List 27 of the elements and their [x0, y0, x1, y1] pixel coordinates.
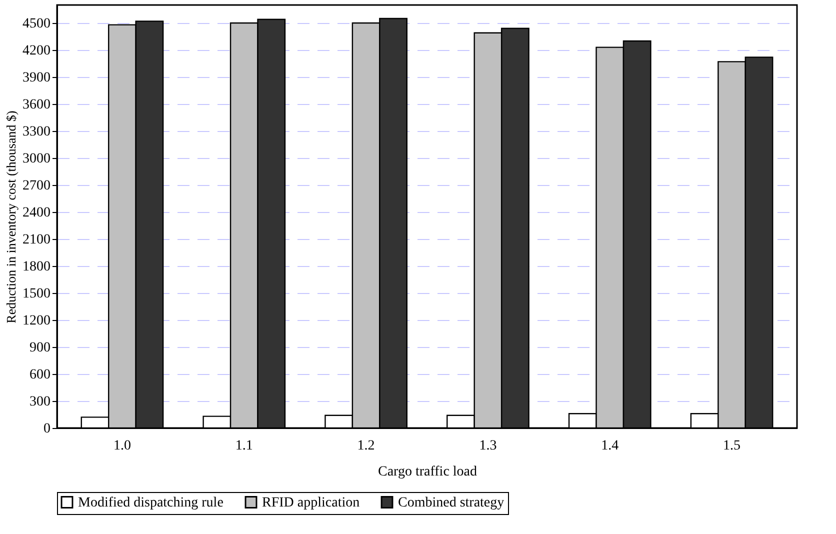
y-tick-label: 4200 — [22, 44, 50, 58]
legend-label: RFID application — [262, 495, 360, 510]
y-tick-label: 1500 — [22, 286, 50, 302]
y-tick-label: 300 — [30, 394, 50, 410]
y-tick-label: 2400 — [22, 206, 50, 220]
y-tick-label: 0 — [44, 422, 50, 436]
y-axis-title: Reduction in inventory cost (thousand $) — [4, 110, 18, 324]
x-tick-label: 1.1 — [235, 438, 253, 454]
x-tick-label: 1.4 — [601, 438, 619, 454]
y-tick-label: 3300 — [22, 124, 50, 140]
y-tick-label: 2700 — [22, 178, 50, 194]
x-tick-label: 1.3 — [479, 438, 497, 454]
y-tick-label: 1800 — [22, 260, 50, 274]
y-tick-label: 3000 — [22, 152, 50, 166]
x-tick-label: 1.5 — [723, 438, 741, 454]
y-tick-label: 3600 — [22, 98, 50, 112]
y-tick-label: 900 — [30, 340, 50, 356]
y-tick-label: 2100 — [22, 232, 50, 248]
y-tick-label: 4500 — [22, 16, 50, 32]
y-tick-label: 3900 — [22, 70, 50, 86]
legend-label: Modified dispatching rule — [78, 495, 224, 510]
x-tick-label: 1.0 — [113, 438, 131, 454]
y-tick-label: 600 — [30, 368, 50, 382]
x-tick-label: 1.2 — [357, 438, 375, 454]
legend-label: Combined strategy — [398, 495, 504, 510]
x-axis-title: Cargo traffic load — [378, 464, 478, 480]
y-tick-label: 1200 — [22, 314, 50, 328]
